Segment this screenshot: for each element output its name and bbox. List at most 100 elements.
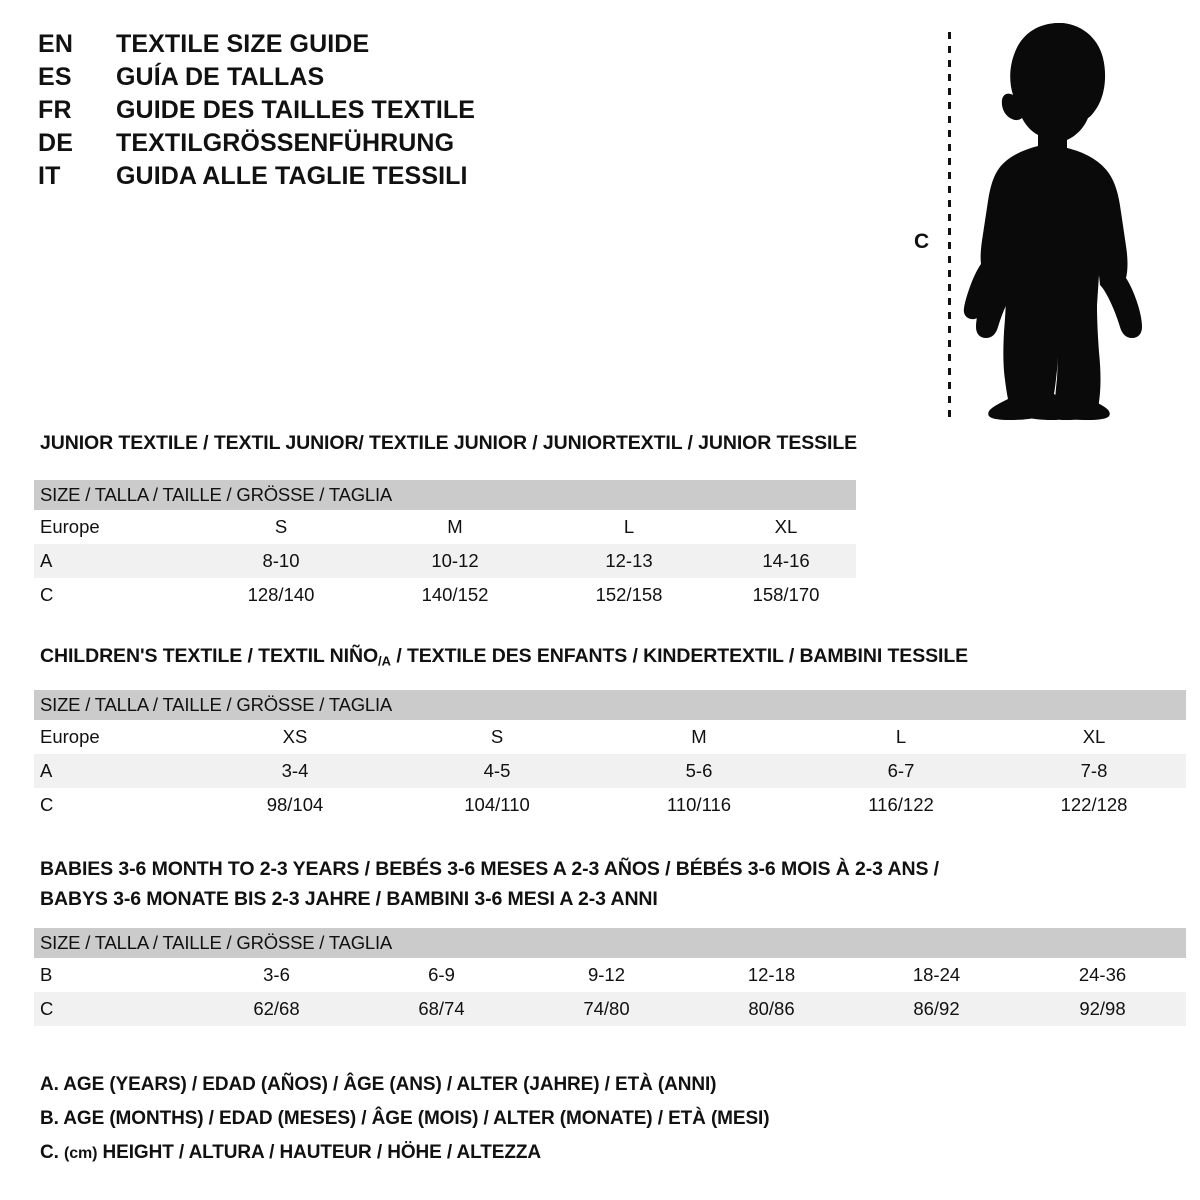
children-row-a-label: A — [34, 754, 194, 788]
children-band-filler-1 — [396, 690, 599, 720]
section-heading-babies-line2: BABYS 3-6 MONATE BIS 2-3 JAHRE / BAMBINI… — [40, 888, 658, 910]
title-text-fr: GUIDE DES TAILLES TEXTILE — [116, 96, 476, 124]
title-row-en: EN TEXTILE SIZE GUIDE — [38, 30, 658, 63]
title-row-it: IT GUIDA ALLE TAGLIE TESSILI — [38, 162, 658, 195]
junior-row-a-cell-3: 14-16 — [716, 544, 856, 578]
children-row-europe-cell-0: XS — [194, 720, 397, 754]
children-row-c-label: C — [34, 788, 194, 822]
height-measurement-figure: C — [900, 12, 1170, 427]
junior-row-europe-cell-1: M — [368, 510, 542, 544]
babies-row-c-cell-0: 62/68 — [194, 992, 359, 1026]
child-silhouette-icon — [963, 23, 1142, 420]
children-row-europe-cell-1: S — [396, 720, 599, 754]
babies-row-c-cell-2: 74/80 — [524, 992, 689, 1026]
junior-row-europe-label: Europe — [34, 510, 194, 544]
babies-row-b-cell-2: 9-12 — [524, 958, 689, 992]
babies-row-c-cell-5: 92/98 — [1019, 992, 1186, 1026]
children-row-c-cell-4: 122/128 — [1002, 788, 1187, 822]
children-heading-pre: CHILDREN'S TEXTILE / TEXTIL NIÑO — [40, 645, 379, 667]
legend-line-a: A. AGE (YEARS) / EDAD (AÑOS) / ÂGE (ANS)… — [40, 1074, 717, 1095]
junior-band-label: SIZE / TALLA / TAILLE / GRÖSSE / TAGLIA — [34, 480, 542, 510]
children-row-a-cell-4: 7-8 — [1002, 754, 1187, 788]
children-row-c: C 98/104 104/110 110/116 116/122 122/128 — [34, 788, 1187, 822]
title-row-fr: FR GUIDE DES TAILLES TEXTILE — [38, 96, 658, 129]
babies-row-c-cell-4: 86/92 — [854, 992, 1019, 1026]
babies-band-filler-3 — [854, 928, 1019, 958]
children-row-europe-label: Europe — [34, 720, 194, 754]
junior-row-europe-cell-0: S — [194, 510, 368, 544]
legend-line-c-unit: (cm) — [63, 1145, 98, 1162]
section-heading-babies-line1: BABIES 3-6 MONTH TO 2-3 YEARS / BEBÉS 3-… — [40, 858, 939, 880]
babies-row-c-cell-1: 68/74 — [359, 992, 524, 1026]
title-text-es: GUÍA DE TALLAS — [116, 63, 325, 91]
children-band-filler-2 — [598, 690, 801, 720]
legend-line-c-pre: C. — [40, 1142, 64, 1163]
title-lang-en: EN — [38, 30, 74, 58]
babies-row-b-cell-5: 24-36 — [1019, 958, 1186, 992]
title-text-en: TEXTILE SIZE GUIDE — [116, 30, 370, 58]
children-row-a: A 3-4 4-5 5-6 6-7 7-8 — [34, 754, 1187, 788]
title-lang-es: ES — [38, 63, 72, 91]
children-row-c-cell-1: 104/110 — [396, 788, 599, 822]
children-row-a-cell-0: 3-4 — [194, 754, 397, 788]
babies-size-table: SIZE / TALLA / TAILLE / GRÖSSE / TAGLIA … — [34, 928, 1186, 1026]
babies-band-filler-4 — [1019, 928, 1186, 958]
legend-line-b: B. AGE (MONTHS) / EDAD (MESES) / ÂGE (MO… — [40, 1108, 770, 1129]
section-heading-children: CHILDREN'S TEXTILE / TEXTIL NIÑO/A / TEX… — [40, 645, 968, 669]
children-band-filler-3 — [800, 690, 1003, 720]
junior-row-c-label: C — [34, 578, 194, 612]
babies-row-b-cell-4: 18-24 — [854, 958, 1019, 992]
children-row-europe: Europe XS S M L XL — [34, 720, 1187, 754]
children-row-c-cell-2: 110/116 — [598, 788, 801, 822]
junior-row-a-cell-0: 8-10 — [194, 544, 368, 578]
children-row-a-cell-3: 6-7 — [800, 754, 1003, 788]
children-heading-post: / TEXTILE DES ENFANTS / KINDERTEXTIL / B… — [391, 645, 969, 667]
junior-table-band-row: SIZE / TALLA / TAILLE / GRÖSSE / TAGLIA — [34, 480, 1186, 510]
children-row-a-cell-1: 4-5 — [396, 754, 599, 788]
children-row-europe-cell-2: M — [598, 720, 801, 754]
height-dashed-line — [948, 32, 951, 424]
legend-block: A. AGE (YEARS) / EDAD (AÑOS) / ÂGE (ANS)… — [40, 1068, 1040, 1170]
junior-row-c-cell-2: 152/158 — [542, 578, 716, 612]
title-block: EN TEXTILE SIZE GUIDE ES GUÍA DE TALLAS … — [38, 30, 658, 195]
junior-row-a-label: A — [34, 544, 194, 578]
children-row-europe-cell-3: L — [800, 720, 1003, 754]
junior-row-c-tail — [856, 578, 1186, 612]
legend-line-c: C. (cm) HEIGHT / ALTURA / HAUTEUR / HÖHE… — [40, 1136, 1040, 1170]
title-text-de: TEXTILGRÖSSENFÜHRUNG — [116, 129, 455, 157]
babies-band-label: SIZE / TALLA / TAILLE / GRÖSSE / TAGLIA — [34, 928, 524, 958]
junior-size-table: SIZE / TALLA / TAILLE / GRÖSSE / TAGLIA … — [34, 480, 1186, 612]
junior-band-filler-1 — [542, 480, 716, 510]
junior-row-c: C 128/140 140/152 152/158 158/170 — [34, 578, 1186, 612]
babies-row-c: C 62/68 68/74 74/80 80/86 86/92 92/98 — [34, 992, 1186, 1026]
height-marker-label: C — [914, 230, 930, 253]
children-band-label: SIZE / TALLA / TAILLE / GRÖSSE / TAGLIA — [34, 690, 397, 720]
junior-band-filler-2 — [716, 480, 856, 510]
children-band-filler-4 — [1002, 690, 1187, 720]
junior-row-c-cell-1: 140/152 — [368, 578, 542, 612]
babies-table-band-row: SIZE / TALLA / TAILLE / GRÖSSE / TAGLIA — [34, 928, 1186, 958]
children-heading-sub: /A — [378, 653, 392, 669]
babies-band-filler-1 — [524, 928, 689, 958]
title-row-es: ES GUÍA DE TALLAS — [38, 63, 658, 96]
title-lang-de: DE — [38, 129, 74, 157]
junior-row-c-cell-0: 128/140 — [194, 578, 368, 612]
junior-row-a-cell-2: 12-13 — [542, 544, 716, 578]
children-row-europe-cell-4: XL — [1002, 720, 1187, 754]
title-lang-it: IT — [38, 162, 61, 190]
children-row-c-cell-0: 98/104 — [194, 788, 397, 822]
babies-row-b-cell-1: 6-9 — [359, 958, 524, 992]
legend-line-c-post: HEIGHT / ALTURA / HAUTEUR / HÖHE / ALTEZ… — [97, 1142, 542, 1163]
junior-row-c-cell-3: 158/170 — [716, 578, 856, 612]
junior-row-a-tail — [856, 544, 1186, 578]
babies-row-b-label: B — [34, 958, 194, 992]
title-row-de: DE TEXTILGRÖSSENFÜHRUNG — [38, 129, 658, 162]
section-heading-junior: JUNIOR TEXTILE / TEXTIL JUNIOR/ TEXTILE … — [40, 432, 858, 454]
children-size-table: SIZE / TALLA / TAILLE / GRÖSSE / TAGLIA … — [34, 690, 1187, 822]
junior-row-europe-tail — [856, 510, 1186, 544]
babies-row-c-label: C — [34, 992, 194, 1026]
children-table-band-row: SIZE / TALLA / TAILLE / GRÖSSE / TAGLIA — [34, 690, 1187, 720]
children-row-c-cell-3: 116/122 — [800, 788, 1003, 822]
junior-row-europe: Europe S M L XL — [34, 510, 1186, 544]
babies-row-b-cell-0: 3-6 — [194, 958, 359, 992]
